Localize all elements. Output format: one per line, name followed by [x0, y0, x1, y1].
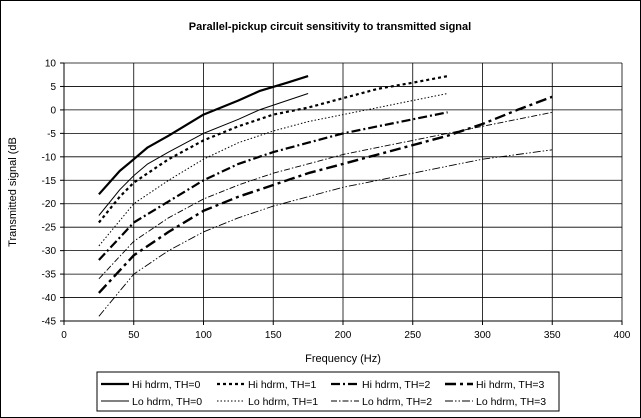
y-axis-title: Transmitted signal (dB [7, 137, 19, 247]
legend-label-6: Lo hdrm, TH=1 [248, 396, 318, 408]
x-tick-label: 300 [474, 330, 491, 341]
chart-title: Parallel-pickup circuit sensitivity to t… [189, 21, 471, 33]
x-tick-label: 350 [544, 330, 561, 341]
x-tick-label: 100 [195, 330, 212, 341]
legend-label-8: Lo hdrm, TH=3 [476, 396, 546, 408]
legend-label-1: Hi hdrm, TH=0 [132, 379, 201, 391]
x-axis-title: Frequency (Hz) [305, 353, 381, 365]
y-tick-label: -40 [42, 293, 57, 304]
x-tick-label: 200 [335, 330, 352, 341]
y-tick-label: 0 [50, 105, 56, 116]
y-tick-label: -25 [42, 223, 57, 234]
y-tick-label: -30 [42, 246, 57, 257]
y-tick-label: -35 [42, 270, 57, 281]
x-tick-label: 150 [265, 330, 282, 341]
legend-label-2: Hi hdrm, TH=1 [248, 379, 317, 391]
y-tick-label: -45 [42, 317, 57, 328]
legend-label-3: Hi hdrm, TH=2 [362, 379, 431, 391]
y-tick-label: -20 [42, 199, 57, 210]
x-tick-label: 50 [128, 330, 140, 341]
legend-label-7: Lo hdrm, TH=2 [362, 396, 432, 408]
y-tick-label: -10 [42, 152, 57, 163]
x-tick-label: 250 [404, 330, 421, 341]
x-tick-label: 400 [614, 330, 631, 341]
y-tick-label: 5 [50, 82, 56, 93]
legend: Hi hdrm, TH=0 Hi hdrm, TH=1 Hi hdrm, TH=2 H… [97, 372, 559, 411]
legend-label-5: Lo hdrm, TH=0 [132, 396, 202, 408]
y-tick-label: 10 [45, 59, 57, 70]
x-tick-label: 0 [61, 330, 67, 341]
legend-label-4: Hi hdrm, TH=3 [476, 379, 545, 391]
y-tick-label: -15 [42, 176, 57, 187]
y-tick-label: -5 [47, 129, 56, 140]
